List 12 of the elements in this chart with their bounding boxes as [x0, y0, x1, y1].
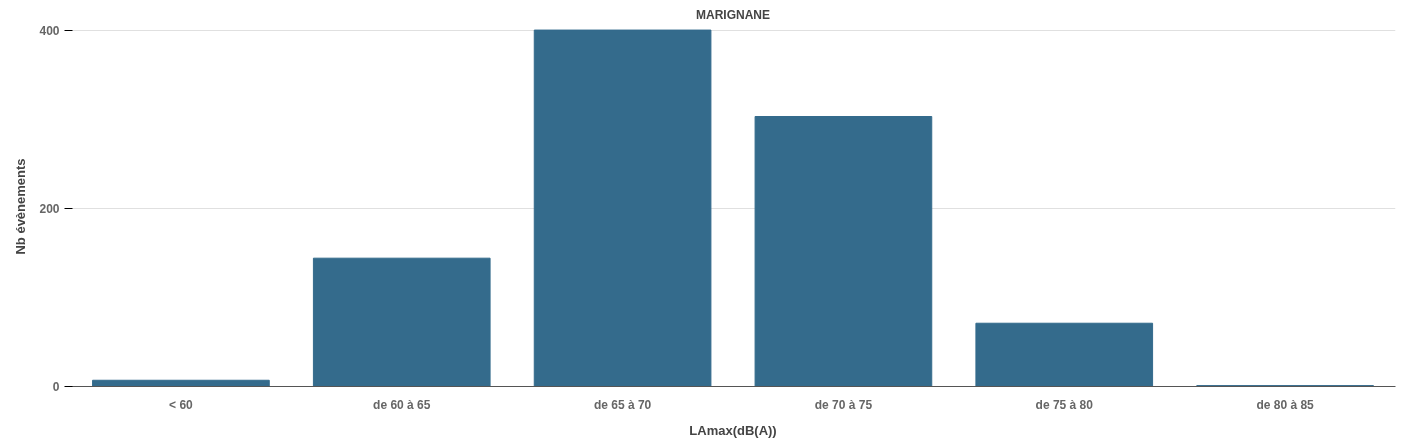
x-axis-title: LAmax(dB(A)): [689, 422, 777, 438]
chart-title: MARIGNANE: [696, 7, 770, 22]
y-tick-label: 400: [39, 23, 60, 38]
y-axis-title: Nb évènements: [13, 158, 29, 255]
x-tick-label: de 80 à 85: [1256, 397, 1315, 412]
y-tick-label: 200: [39, 201, 60, 216]
x-tick-label: de 75 à 80: [1035, 397, 1094, 412]
y-tick-label: 0: [52, 380, 60, 394]
x-tick-label: de 65 à 70: [593, 397, 652, 412]
x-tick-label: de 60 à 65: [373, 397, 431, 412]
x-tick-label: de 70 à 75: [814, 397, 873, 412]
x-tick-label: < 60: [169, 397, 194, 412]
